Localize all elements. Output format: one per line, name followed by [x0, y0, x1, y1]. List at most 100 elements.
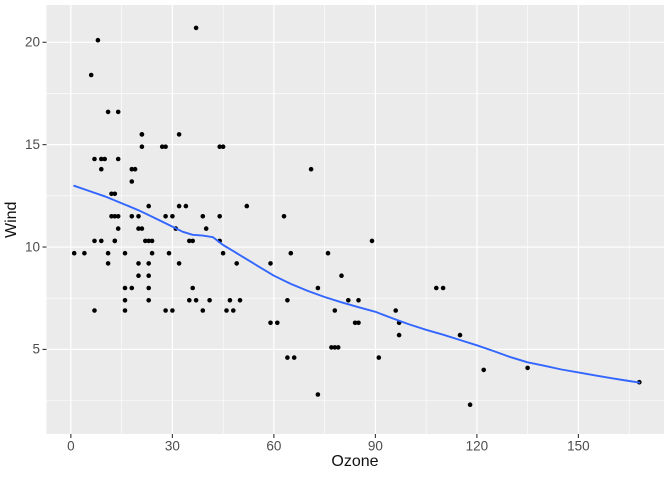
- data-point: [329, 345, 334, 350]
- data-point: [369, 238, 375, 244]
- data-point: [122, 250, 128, 256]
- data-point: [200, 308, 206, 313]
- data-point: [122, 298, 128, 303]
- data-point: [332, 308, 338, 313]
- data-point: [146, 285, 151, 291]
- y-tick-label: 5: [32, 342, 40, 357]
- data-point: [92, 308, 97, 313]
- data-point: [146, 238, 151, 244]
- data-point: [190, 285, 195, 291]
- data-point: [71, 250, 77, 256]
- data-point: [183, 203, 189, 209]
- y-tick-label: 10: [25, 239, 40, 254]
- data-point: [268, 261, 273, 266]
- y-tick-label: 15: [25, 137, 40, 152]
- x-tick-label: 60: [266, 439, 281, 454]
- data-point: [325, 250, 331, 256]
- x-axis-title: Ozone: [331, 453, 379, 470]
- data-point: [143, 238, 148, 244]
- data-point: [136, 226, 141, 231]
- data-point: [122, 285, 128, 291]
- x-tick-label: 150: [567, 439, 590, 454]
- data-point: [139, 226, 145, 231]
- data-point: [352, 320, 358, 326]
- data-point: [105, 250, 111, 256]
- data-point: [166, 250, 172, 256]
- data-point: [315, 285, 321, 291]
- data-point: [315, 392, 321, 397]
- data-point: [457, 332, 463, 338]
- data-point: [220, 250, 226, 256]
- data-point: [129, 285, 135, 291]
- x-tick-label: 120: [466, 439, 489, 454]
- data-point: [129, 179, 135, 184]
- data-point: [92, 238, 97, 244]
- data-point: [149, 238, 155, 244]
- data-point: [136, 214, 141, 219]
- data-point: [231, 308, 236, 313]
- data-point: [163, 308, 168, 313]
- data-point: [339, 273, 344, 279]
- data-point: [170, 308, 175, 313]
- data-point: [285, 355, 290, 360]
- data-point: [146, 273, 151, 279]
- data-point: [224, 308, 229, 313]
- data-point: [434, 285, 439, 291]
- data-point: [440, 285, 446, 291]
- data-point: [139, 144, 145, 149]
- data-point: [170, 214, 175, 219]
- data-point: [481, 367, 487, 373]
- data-point: [237, 298, 243, 303]
- data-point: [99, 238, 104, 244]
- data-point: [217, 214, 222, 219]
- data-point: [149, 250, 155, 256]
- data-point: [308, 166, 314, 172]
- data-point: [244, 203, 250, 209]
- data-point: [332, 345, 338, 350]
- data-point: [105, 109, 111, 115]
- data-point: [187, 238, 192, 244]
- data-point: [115, 156, 121, 162]
- data-point: [159, 144, 165, 149]
- data-point: [234, 261, 239, 266]
- data-point: [376, 355, 382, 360]
- y-axis-title: Wind: [3, 201, 20, 238]
- data-point: [129, 214, 135, 219]
- data-point: [112, 214, 118, 219]
- data-point: [99, 156, 104, 162]
- data-point: [200, 214, 206, 219]
- panel-background: [46, 5, 664, 434]
- data-point: [92, 156, 97, 162]
- data-point: [163, 214, 168, 219]
- data-point: [102, 156, 107, 162]
- data-point: [163, 144, 168, 149]
- data-point: [176, 132, 182, 137]
- data-point: [146, 298, 151, 303]
- data-point: [281, 214, 287, 219]
- data-point: [356, 320, 361, 326]
- data-point: [335, 345, 341, 350]
- data-point: [396, 332, 402, 338]
- data-point: [190, 238, 195, 244]
- data-point: [176, 261, 182, 266]
- x-tick-label: 0: [67, 439, 75, 454]
- data-point: [88, 72, 94, 78]
- data-point: [136, 273, 141, 279]
- data-point: [288, 250, 294, 256]
- data-point: [285, 298, 290, 303]
- data-point: [356, 298, 361, 303]
- data-point: [227, 298, 233, 303]
- data-point: [112, 238, 118, 244]
- data-point: [99, 166, 104, 172]
- data-point: [139, 132, 145, 137]
- data-point: [193, 298, 199, 303]
- data-point: [115, 226, 121, 231]
- data-point: [109, 214, 114, 219]
- data-point: [132, 166, 138, 172]
- data-point: [105, 261, 111, 266]
- data-point: [122, 308, 128, 313]
- data-point: [217, 144, 222, 149]
- data-point: [136, 261, 141, 266]
